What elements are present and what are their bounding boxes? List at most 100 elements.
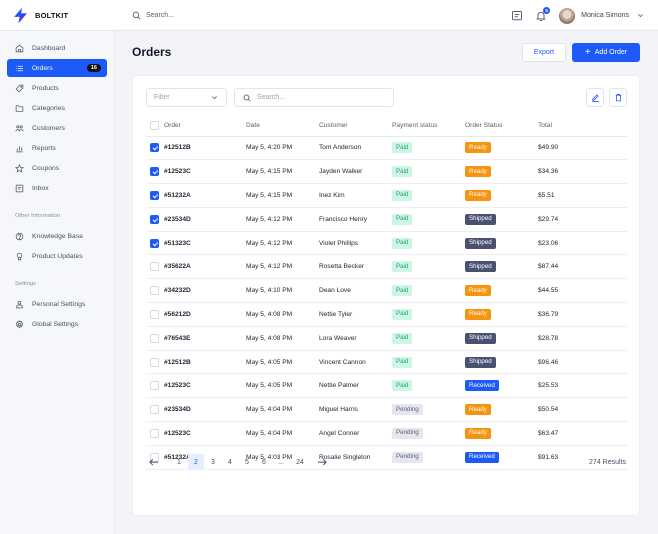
- section-label-settings: Settings: [15, 281, 36, 287]
- gear-icon: [15, 319, 24, 328]
- order-id[interactable]: #51232A: [164, 191, 191, 199]
- row-checkbox[interactable]: [150, 262, 159, 272]
- row-checkbox[interactable]: [150, 381, 159, 391]
- order-id[interactable]: #12512B: [164, 144, 191, 152]
- table-row[interactable]: #12512B May 5, 4:20 PM Tom Anderson Paid Rea…: [146, 136, 628, 161]
- sidebar-item-products[interactable]: Products: [7, 79, 107, 97]
- column-header-customer[interactable]: Customer: [319, 116, 392, 137]
- arrow-right-icon[interactable]: [317, 458, 327, 466]
- arrow-left-icon[interactable]: [149, 458, 159, 466]
- table-row[interactable]: #12523C May 5, 4:05 PM Nettie Palmer Paid Re…: [146, 373, 628, 399]
- column-header-order[interactable]: Order: [164, 116, 246, 137]
- table-row[interactable]: #12523C May 5, 4:15 PM Jayden Walker Paid Re…: [146, 159, 628, 185]
- logo[interactable]: BOLTKIT: [12, 7, 132, 24]
- table-row[interactable]: #51323C May 5, 4:12 PM Violet Phillips Paid…: [146, 231, 628, 256]
- sidebar-item-label: Reports: [32, 144, 56, 152]
- order-id[interactable]: #23534D: [164, 215, 191, 223]
- page-24-button[interactable]: 24: [296, 458, 304, 466]
- page-2-button[interactable]: 2: [188, 454, 204, 470]
- table-row[interactable]: #12512B May 5, 4:05 PM Vincent Cannon Paid S…: [146, 350, 628, 375]
- row-checkbox[interactable]: [150, 357, 159, 367]
- sidebar-item-knowledge-base[interactable]: Knowledge Base: [7, 227, 107, 245]
- table-row[interactable]: #51232A May 5, 4:15 PM Inez Kim Paid Ready $5…: [146, 183, 628, 208]
- global-search[interactable]: Search...: [132, 11, 174, 20]
- filter-placeholder: Filter: [154, 94, 170, 101]
- table-row[interactable]: #56212D May 5, 4:08 PM Nettie Tyler Paid Rea…: [146, 302, 628, 327]
- sidebar-item-personal-settings[interactable]: Personal Settings: [7, 295, 107, 313]
- payment-status-badge: Paid: [392, 285, 413, 297]
- customer-name: Lora Weaver: [319, 334, 357, 342]
- sidebar-item-global-settings[interactable]: Global Settings: [7, 315, 107, 333]
- table-row[interactable]: #35622A May 5, 4:12 PM Rosetta Becker Paid S…: [146, 254, 628, 280]
- row-checkbox[interactable]: [150, 214, 159, 224]
- export-button[interactable]: Export: [522, 43, 566, 62]
- order-total: $34.36: [538, 168, 559, 176]
- sidebar-item-dashboard[interactable]: Dashboard: [7, 39, 107, 57]
- column-header-date[interactable]: Date: [246, 116, 319, 137]
- row-checkbox[interactable]: [150, 190, 159, 200]
- order-id[interactable]: #51232A: [164, 453, 191, 461]
- column-header-total[interactable]: Total: [538, 116, 628, 137]
- order-id[interactable]: #34232D: [164, 287, 191, 295]
- row-checkbox[interactable]: [150, 405, 159, 415]
- order-id[interactable]: #51323C: [164, 239, 191, 247]
- order-id[interactable]: #23534D: [164, 406, 191, 414]
- table-row[interactable]: #12523C May 5, 4:04 PM Angel Conner Pending…: [146, 421, 628, 446]
- table-row[interactable]: #51232A May 5, 4:03 PM Rosalie Singleton Pe…: [146, 445, 628, 470]
- table-row[interactable]: #76543E May 5, 4:08 PM Lora Weaver Paid Ship…: [146, 326, 628, 351]
- sidebar-item-categories[interactable]: Categories: [7, 99, 107, 117]
- column-header-payment-status[interactable]: Payment status: [392, 116, 465, 137]
- sidebar-item-orders[interactable]: Orders 16: [7, 59, 107, 77]
- sidebar-item-inbox[interactable]: Inbox: [7, 179, 107, 197]
- page-1-button[interactable]: 1: [177, 458, 181, 466]
- edit-button[interactable]: [586, 88, 604, 107]
- row-checkbox[interactable]: [150, 333, 159, 343]
- table-row[interactable]: #34232D May 5, 4:10 PM Dean Love Paid Ready $…: [146, 278, 628, 304]
- row-checkbox[interactable]: [150, 238, 159, 248]
- row-checkbox[interactable]: [150, 286, 159, 296]
- page-5-button[interactable]: 5: [245, 458, 249, 466]
- page-3-button[interactable]: 3: [211, 458, 215, 466]
- messages-icon[interactable]: [511, 10, 523, 22]
- order-id[interactable]: #76543E: [164, 334, 191, 342]
- page-6-button[interactable]: 6: [262, 458, 266, 466]
- add-order-button[interactable]: + Add Order: [572, 43, 640, 62]
- sidebar-item-label: Personal Settings: [32, 300, 86, 308]
- customer-name: Rosetta Becker: [319, 263, 365, 271]
- table-row[interactable]: #23534D May 5, 4:12 PM Francisco Henry Paid…: [146, 207, 628, 232]
- notification-badge: 5: [543, 6, 551, 14]
- order-id[interactable]: #12523C: [164, 168, 191, 176]
- column-header-order-status[interactable]: Order Status: [465, 116, 538, 137]
- avatar[interactable]: [559, 7, 576, 24]
- global-search-input[interactable]: Search...: [146, 11, 175, 19]
- sidebar-item-coupons[interactable]: Coupons: [7, 159, 107, 177]
- table-search-input[interactable]: Search...: [234, 88, 394, 107]
- sidebar-item-product-updates[interactable]: Product Updates: [7, 247, 107, 265]
- order-id[interactable]: #35622A: [164, 263, 191, 271]
- pencil-icon: [591, 94, 599, 102]
- filter-select[interactable]: Filter: [146, 88, 227, 107]
- page-4-button[interactable]: 4: [228, 458, 232, 466]
- order-id[interactable]: #12523C: [164, 429, 191, 437]
- user-name[interactable]: Monica Simons: [581, 12, 629, 19]
- order-total: $28.78: [538, 334, 559, 342]
- delete-button[interactable]: [609, 88, 627, 107]
- order-id[interactable]: #56212D: [164, 310, 191, 318]
- row-checkbox[interactable]: [150, 143, 159, 153]
- row-checkbox[interactable]: [150, 452, 159, 462]
- chevron-down-icon[interactable]: [637, 12, 644, 19]
- order-status-badge: Ready: [465, 285, 491, 297]
- sidebar-item-customers[interactable]: Customers: [7, 119, 107, 137]
- row-checkbox[interactable]: [150, 167, 159, 177]
- payment-status-badge: Pending: [392, 427, 423, 439]
- table-row[interactable]: #23534D May 5, 4:04 PM Miguel Harris Pendin…: [146, 397, 628, 423]
- sidebar-item-label: Knowledge Base: [32, 232, 84, 240]
- select-all-checkbox[interactable]: [150, 121, 159, 131]
- order-id[interactable]: #12523C: [164, 382, 191, 390]
- row-checkbox[interactable]: [150, 428, 159, 438]
- notifications-button[interactable]: 5: [535, 6, 551, 22]
- row-checkbox[interactable]: [150, 309, 159, 319]
- customer-name: Jayden Walker: [319, 168, 363, 176]
- sidebar-item-reports[interactable]: Reports: [7, 139, 107, 157]
- order-id[interactable]: #12512B: [164, 358, 191, 366]
